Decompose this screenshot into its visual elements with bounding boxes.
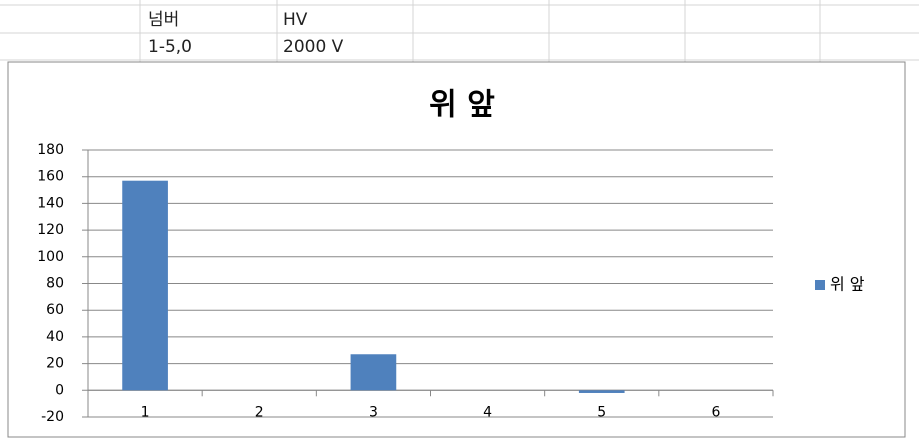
bar [122,180,168,391]
x-tick-label: 1 [141,404,150,420]
x-tick-label: 2 [255,404,264,420]
x-tick-label: 4 [483,404,492,420]
x-tick-label: 5 [597,404,606,420]
cell: 2000 V [283,37,344,57]
legend-swatch [815,280,825,290]
cell: 1-5,0 [148,37,192,57]
y-tick-label: 60 [46,302,64,318]
y-tick-label: 20 [46,356,64,372]
y-tick-label: 0 [55,382,64,398]
cell: HV [283,10,308,30]
y-tick-label: 80 [46,276,64,292]
y-tick-label: 120 [37,222,64,238]
x-tick-label: 6 [711,404,720,420]
chart-title: 위 앞 [429,88,495,123]
cell: 넘버 [148,10,179,30]
legend-label: 위 앞 [830,275,865,294]
y-tick-label: 160 [37,169,64,185]
x-tick-label: 3 [369,404,378,420]
bar [350,354,397,391]
sheet-grid [0,0,919,62]
y-tick-label: 180 [37,142,64,158]
y-tick-label: 140 [37,195,64,211]
y-tick-label: 100 [37,249,64,265]
y-tick-label: -20 [41,409,64,425]
y-tick-label: 40 [46,329,64,345]
bar [578,390,625,393]
